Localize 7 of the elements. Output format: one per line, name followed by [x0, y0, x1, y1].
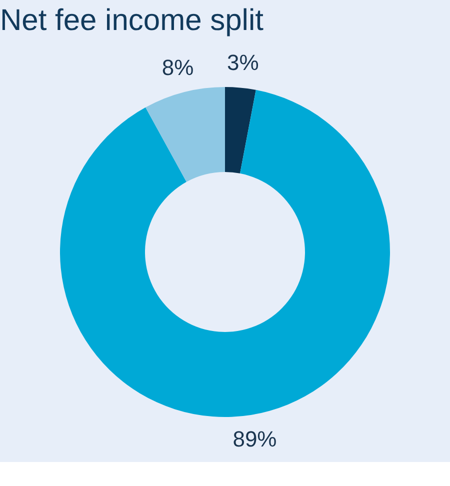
chart-title: Net fee income split: [0, 4, 264, 37]
donut-slice: [146, 87, 225, 182]
data-label: 8%: [162, 54, 194, 80]
donut-slice: [225, 87, 256, 174]
data-label: 3%: [226, 50, 259, 75]
data-label: 89%: [232, 426, 277, 452]
donut-slice: [60, 90, 390, 417]
